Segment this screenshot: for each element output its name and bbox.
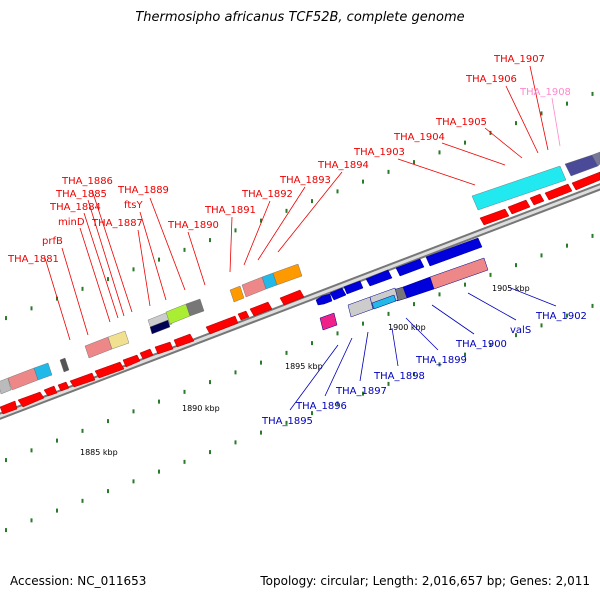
- scale-label-1895: 1895 kbp: [285, 362, 323, 371]
- gene-arrow: [94, 361, 125, 379]
- leader-line: [441, 142, 506, 166]
- gene-label: THA_1908: [519, 87, 571, 98]
- gene-label: THA_1893: [279, 175, 331, 186]
- leader-line: [397, 158, 476, 186]
- leader-line: [484, 127, 523, 159]
- leader-line: [431, 304, 475, 335]
- leader-line: [139, 211, 167, 301]
- leader-line: [467, 292, 517, 321]
- gene-arrow: [17, 391, 45, 408]
- gene-label: THA_1885: [55, 189, 107, 200]
- gene-label: THA_1884: [49, 202, 101, 213]
- leader-line: [149, 197, 186, 291]
- gene-label: THA_1900: [455, 339, 507, 350]
- map-title: Thermosipho africanus TCF52B, complete g…: [135, 10, 465, 25]
- gene-arrow: [279, 289, 305, 306]
- gene-label: THA_1905: [435, 117, 487, 128]
- gene-arrow: [173, 333, 195, 348]
- gene-label: THA_1907: [493, 54, 545, 65]
- leader-line: [391, 327, 399, 367]
- scale-label-1890: 1890 kbp: [182, 404, 220, 413]
- leader-line: [243, 200, 271, 266]
- leader-line: [137, 229, 151, 307]
- leader-line: [405, 317, 439, 351]
- gene-label: THA_1897: [335, 386, 387, 397]
- leader-line: [91, 189, 133, 313]
- gene-arrow: [529, 193, 545, 206]
- gene-label: THA_1890: [167, 220, 219, 231]
- upper-gene-labels: THA_1881 prfB minD THA_1884 THA_1885 THA_1886…: [7, 54, 571, 265]
- leader-line: [44, 257, 71, 341]
- leader-line: [507, 286, 557, 307]
- gene-label: valS: [510, 325, 531, 336]
- gene-arrow: [479, 208, 510, 226]
- gene-arrow: [57, 381, 70, 392]
- gene-arrow: [69, 372, 96, 388]
- genome-backbone: [0, 183, 600, 420]
- gene-label: THA_1903: [353, 147, 405, 158]
- gene-label: THA_1904: [393, 132, 445, 143]
- gene-label: THA_1902: [535, 311, 587, 322]
- gene-arrow: [43, 385, 58, 397]
- gene-label: THA_1887: [91, 218, 143, 229]
- scale-dots: [5, 91, 594, 533]
- lower-gene-labels: THA_1895 THA_1896 THA_1897 THA_1898 THA_1899…: [261, 311, 587, 427]
- leader-line: [359, 331, 369, 382]
- scale-label-1900: 1900 kbp: [388, 323, 426, 332]
- leader-line: [505, 85, 539, 154]
- leader-line: [257, 186, 306, 261]
- accession-label: Accession: NC_011653: [10, 574, 147, 588]
- gene-label: minD: [58, 217, 85, 228]
- upper-row-features: [0, 151, 600, 395]
- scale-labels: 1885 kbp 1890 kbp 1895 kbp 1900 kbp 1905…: [80, 284, 530, 457]
- leader-line: [277, 171, 343, 253]
- leader-line: [61, 247, 89, 336]
- leader-line: [87, 199, 125, 317]
- gene-arrow: [154, 341, 174, 355]
- leader-line: [551, 97, 561, 147]
- gene-arrow: [205, 315, 239, 335]
- gene-label: THA_1899: [415, 355, 467, 366]
- gene-label: THA_1895: [261, 416, 313, 427]
- leader-line: [324, 337, 353, 397]
- gene-arrow: [249, 301, 273, 317]
- gene-label: THA_1881: [7, 254, 59, 265]
- gene-label: THA_1894: [317, 160, 369, 171]
- gene-arrow: [139, 348, 154, 360]
- gene-arrow: [544, 183, 573, 201]
- leader-line: [79, 227, 111, 323]
- gene-label: THA_1891: [204, 205, 256, 216]
- gene-label: THA_1896: [295, 401, 347, 412]
- gene-arrow: [0, 400, 18, 415]
- gene-label: THA_1889: [117, 185, 169, 196]
- gene-arrow: [237, 310, 250, 321]
- gene-label: THA_1886: [61, 176, 113, 187]
- leader-line: [187, 231, 206, 286]
- label-leaders: [44, 65, 561, 411]
- leader-line: [83, 212, 119, 319]
- scale-label-1885: 1885 kbp: [80, 448, 118, 457]
- forward-strand-genes: [0, 171, 600, 415]
- gene-label: THA_1892: [241, 189, 293, 200]
- reverse-strand-genes: [315, 237, 489, 331]
- gene-label: ftsY: [124, 200, 143, 211]
- leader-line: [529, 65, 549, 151]
- genome-summary: Topology: circular; Length: 2,016,657 bp…: [260, 574, 590, 588]
- leader-line: [229, 216, 233, 273]
- gene-label: THA_1906: [465, 74, 517, 85]
- gene-arrow: [571, 171, 600, 191]
- gene-label: prfB: [42, 236, 63, 247]
- leader-line: [289, 344, 339, 411]
- gene-arrow: [122, 354, 141, 368]
- gene-label: THA_1898: [373, 371, 425, 382]
- gene-arrow: [507, 199, 531, 215]
